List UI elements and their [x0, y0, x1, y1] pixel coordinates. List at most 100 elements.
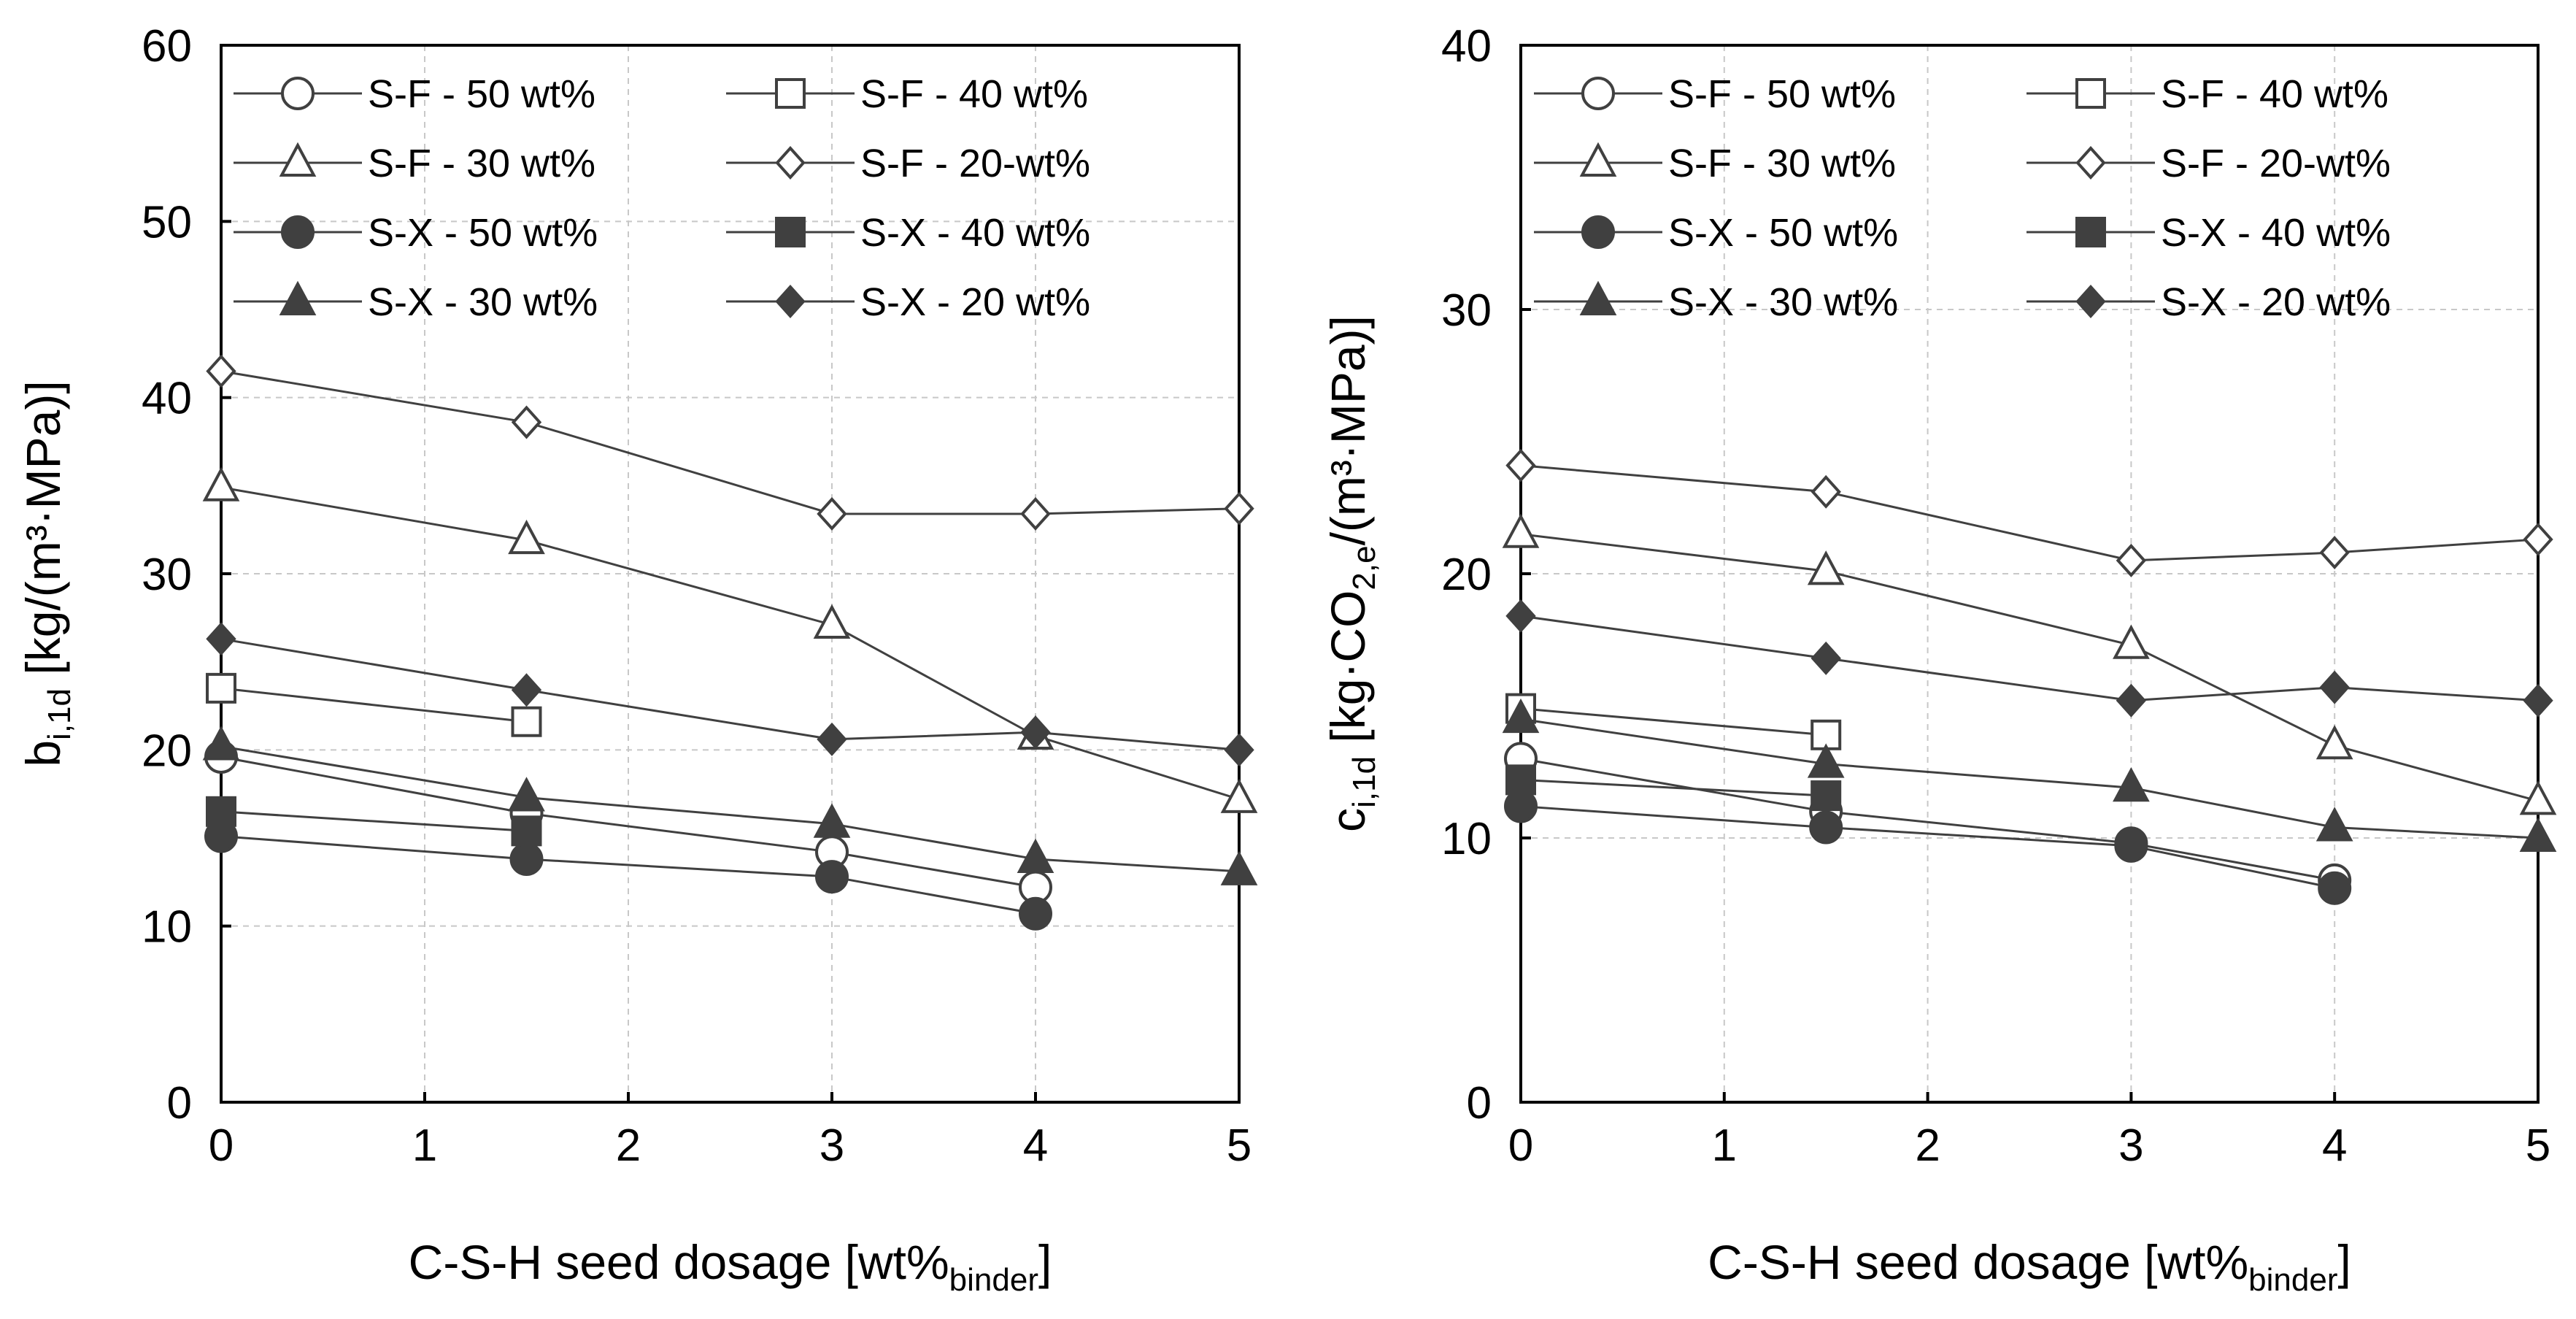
series-line — [1520, 757, 2335, 882]
legend: S-F - 50 wt% S-F - 40 wt% S-F - 30 wt% S-F … — [234, 72, 1090, 324]
legend-label: S-F - 40 wt% — [860, 72, 1088, 116]
data-point — [1224, 733, 1254, 767]
x-axis-label: C-S-H seed dosage [wt%binder] — [1708, 1235, 2351, 1298]
data-point — [1502, 698, 1540, 734]
legend-label: S-X - 50 wt% — [1668, 211, 1898, 255]
legend-label: S-X - 20 wt% — [2161, 280, 2391, 324]
data-point — [1810, 474, 1841, 509]
data-point — [511, 405, 542, 439]
legend-marker — [281, 77, 315, 110]
y-tick-label: 0 — [1467, 1078, 1492, 1128]
legend-item: S-F - 50 wt% — [234, 72, 595, 116]
series-line — [1520, 707, 1827, 737]
x-axis-label: C-S-H seed dosage [wt%binder] — [409, 1235, 1052, 1298]
legend-label: S-X - 50 wt% — [368, 211, 598, 255]
legend-label: S-X - 40 wt% — [860, 211, 1090, 255]
y-tick-label: 50 — [142, 197, 192, 247]
data-point — [511, 706, 542, 737]
data-point — [1020, 496, 1051, 531]
series-s-f-50-wt — [1504, 742, 2352, 897]
data-point — [2315, 725, 2353, 760]
series-line — [1520, 805, 2335, 890]
x-tick-label: 0 — [1508, 1120, 1533, 1171]
legend-item: S-X - 30 wt% — [1534, 280, 1898, 324]
series-line — [1520, 718, 2539, 839]
data-point — [202, 466, 240, 501]
data-point — [206, 354, 236, 388]
series-line — [220, 486, 1240, 801]
legend: S-F - 50 wt% S-F - 40 wt% S-F - 30 wt% S-F … — [1534, 72, 2391, 324]
data-point — [1504, 789, 1538, 823]
legend-item: S-X - 20 wt% — [2027, 280, 2391, 324]
data-point — [2319, 670, 2350, 704]
legend-item: S-X - 50 wt% — [234, 211, 598, 255]
data-point — [817, 496, 847, 531]
data-point — [2523, 683, 2553, 718]
data-point — [1020, 715, 1051, 750]
legend-item: S-F - 20-wt% — [2027, 142, 2391, 185]
y-axis-label: bi,1d [kg/(m³·MPa)] — [16, 380, 77, 766]
data-point — [2116, 543, 2147, 577]
series-line — [1520, 615, 2539, 702]
series-s-x-30-wt — [202, 726, 1258, 885]
data-point — [2519, 780, 2557, 815]
legend-item: S-X - 40 wt% — [2027, 211, 2391, 255]
data-point — [1505, 448, 1536, 482]
legend-label: S-F - 20-wt% — [860, 142, 1090, 185]
legend-item: S-X - 20 wt% — [726, 280, 1090, 324]
legend-marker — [2075, 217, 2106, 247]
legend-marker — [279, 142, 317, 177]
series-s-x-40-wt — [1505, 764, 1842, 812]
series-s-x-50-wt — [1504, 789, 2352, 905]
data-point — [508, 519, 545, 555]
legend-item: S-X - 50 wt% — [1534, 211, 1898, 255]
x-tick-label: 3 — [820, 1120, 844, 1171]
legend-label: S-F - 30 wt% — [368, 142, 595, 185]
legend-marker — [2075, 285, 2106, 318]
legend-label: S-X - 30 wt% — [1668, 280, 1898, 324]
series-line — [1520, 778, 1827, 797]
series-s-x-20-wt — [206, 622, 1254, 767]
data-point — [1224, 491, 1254, 526]
series-line — [220, 369, 1240, 515]
data-point — [2114, 828, 2148, 863]
data-point — [1019, 896, 1052, 931]
data-point — [1810, 641, 1841, 675]
legend-label: S-F - 50 wt% — [1668, 72, 1896, 116]
data-point — [1807, 550, 1845, 585]
data-point — [206, 796, 236, 827]
x-tick-label: 2 — [1915, 1120, 1940, 1171]
data-point — [1502, 513, 1540, 548]
series-s-x-30-wt — [1502, 698, 2557, 852]
data-point — [2319, 536, 2350, 570]
legend-item: S-F - 30 wt% — [234, 142, 595, 185]
data-point — [511, 815, 542, 847]
data-point — [511, 673, 542, 707]
series-line — [1520, 464, 2539, 562]
series-line — [220, 637, 1240, 751]
series-line — [220, 755, 1036, 889]
legend-label: S-X - 20 wt% — [860, 280, 1090, 324]
x-tick-label: 4 — [2322, 1120, 2347, 1171]
legend-item: S-X - 30 wt% — [234, 280, 598, 324]
legend-marker — [775, 217, 806, 247]
data-point — [2318, 871, 2352, 905]
legend-label: S-F - 30 wt% — [1668, 142, 1896, 185]
y-tick-label: 20 — [1441, 550, 1492, 600]
data-point — [815, 860, 849, 894]
legend-marker — [2075, 78, 2106, 109]
x-tick-label: 0 — [209, 1120, 234, 1171]
legend-label: S-F - 50 wt% — [368, 72, 595, 116]
legend-item: S-F - 50 wt% — [1534, 72, 1896, 116]
data-point — [508, 777, 545, 812]
data-point — [2116, 683, 2147, 718]
legend-marker — [1579, 280, 1617, 315]
series-line — [220, 835, 1036, 915]
data-point — [1809, 810, 1843, 845]
data-point — [2315, 807, 2353, 842]
series-s-x-50-wt — [204, 819, 1052, 931]
x-tick-label: 5 — [1227, 1120, 1252, 1171]
series-s-f-20-wt — [206, 354, 1254, 531]
series-s-f-30-wt — [1502, 513, 2557, 815]
